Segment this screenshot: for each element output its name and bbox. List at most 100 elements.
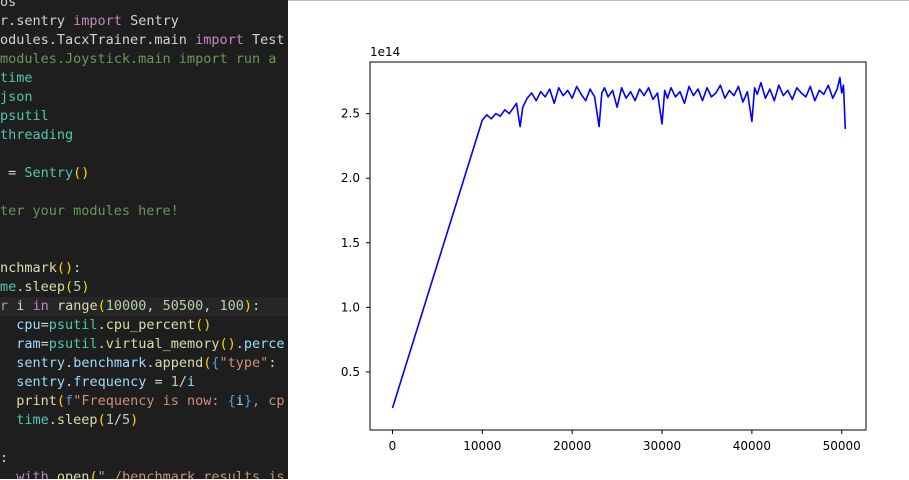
code-token: Test — [243, 32, 285, 48]
code-line[interactable]: time — [0, 69, 33, 88]
code-line[interactable]: with open("./benchmark_results.js — [0, 468, 285, 479]
code-token: open — [56, 469, 90, 479]
code-line[interactable]: nchmark(): — [0, 259, 81, 278]
code-token — [0, 469, 16, 479]
code-token: time — [0, 70, 33, 86]
code-line[interactable]: me.sleep(5) — [0, 278, 89, 297]
code-token: ) — [81, 279, 90, 295]
code-line[interactable]: print(f"Frequency is now: {i}, cp — [0, 392, 284, 411]
code-token: "type" — [219, 355, 269, 371]
code-token: 5 — [121, 412, 131, 428]
code-token: { — [211, 355, 220, 371]
code-line[interactable]: r.sentry import Sentry — [0, 12, 179, 31]
code-token: sentry — [16, 374, 66, 390]
code-token: i — [235, 393, 244, 409]
code-line[interactable]: cpu=psutil.cpu_percent() — [0, 316, 211, 335]
plot-axes-frame — [369, 61, 867, 431]
code-line[interactable]: ram=psutil.virtual_memory().perce — [0, 335, 285, 354]
x-tick-label: 40000 — [733, 439, 771, 453]
code-token: } — [243, 393, 253, 409]
code-token: sleep — [56, 412, 98, 428]
code-token: psutil — [48, 317, 98, 333]
code-token: . — [65, 355, 74, 371]
code-editor[interactable]: os r.sentry import Sentry odules.TacxTrain… — [0, 0, 288, 479]
code-token: : — [0, 450, 9, 466]
code-token: with — [16, 469, 49, 479]
code-token: . — [146, 355, 155, 371]
code-token: . — [65, 374, 74, 390]
y-tick-label: 2.0 — [341, 171, 360, 185]
code-token: os — [0, 0, 17, 10]
code-token: ( — [97, 412, 106, 428]
code-token: frequency — [73, 374, 147, 390]
code-line[interactable]: ter your modules here! — [0, 202, 179, 221]
x-tick-label: 30000 — [643, 439, 681, 453]
code-token: sentry — [16, 355, 66, 371]
code-token — [49, 469, 57, 479]
code-token: / — [178, 374, 188, 390]
code-token — [0, 412, 16, 428]
code-token: ( — [97, 298, 106, 314]
code-line[interactable]: modules.Joystick.main import run a — [0, 50, 276, 69]
code-token: . — [48, 412, 57, 428]
code-token: : — [73, 260, 82, 276]
code-token: ( — [89, 469, 98, 479]
code-token: benchmark — [73, 355, 147, 371]
code-token: 10000 — [105, 298, 147, 314]
code-token: cpu_percent — [105, 317, 196, 333]
code-token: = — [0, 165, 25, 181]
code-line[interactable]: r i in range(10000, 50500, 100): — [0, 297, 288, 316]
code-token: r.sentry — [0, 13, 74, 29]
code-token: "./benchmark_results.js — [97, 469, 285, 479]
x-tick-label: 20000 — [553, 439, 591, 453]
code-line[interactable]: os — [0, 0, 16, 12]
code-token — [0, 355, 16, 371]
code-token: perce — [243, 336, 285, 352]
code-token: ) — [243, 298, 253, 314]
code-line[interactable]: sentry.frequency = 1/i — [0, 373, 195, 392]
code-line[interactable]: psutil — [0, 107, 49, 126]
y-tick-label: 0.5 — [341, 365, 360, 379]
code-token — [49, 298, 57, 314]
code-token: () — [56, 260, 74, 276]
code-token: range — [56, 298, 98, 314]
code-token — [0, 374, 16, 390]
code-line[interactable]: threading — [0, 126, 73, 145]
code-token — [0, 317, 16, 333]
code-token: import — [73, 13, 122, 29]
code-line[interactable]: odules.TacxTrainer.main import Test — [0, 31, 285, 50]
code-token: me — [0, 279, 17, 295]
code-token: . — [235, 336, 244, 352]
code-token — [0, 336, 16, 352]
code-token: ) — [130, 412, 139, 428]
code-token: = — [40, 336, 49, 352]
code-token: import — [195, 32, 244, 48]
code-token: 1 — [170, 374, 179, 390]
code-line[interactable]: json — [0, 88, 33, 107]
code-token: , — [146, 298, 163, 314]
code-token: ( — [65, 279, 74, 295]
code-line[interactable]: time.sleep(1/5) — [0, 411, 138, 430]
x-tick-label: 10000 — [463, 439, 501, 453]
code-line[interactable]: = Sentry() — [0, 164, 89, 183]
code-token: ram — [16, 336, 41, 352]
code-token: time — [16, 412, 49, 428]
code-token: , — [203, 298, 220, 314]
code-token: : — [268, 355, 277, 371]
code-line[interactable]: : — [0, 449, 8, 468]
y-tick-label: 1.0 — [341, 300, 360, 314]
code-line[interactable]: sentry.benchmark.append({"type": — [0, 354, 276, 373]
code-token — [0, 393, 16, 409]
code-token: 100 — [219, 298, 244, 314]
code-token: () — [195, 317, 212, 333]
code-token: nchmark — [0, 260, 57, 276]
code-token: print — [16, 393, 57, 409]
code-token: psutil — [48, 336, 98, 352]
code-token: 5 — [73, 279, 82, 295]
code-token: odules.TacxTrainer.main — [0, 32, 196, 48]
y-tick-label: 1.5 — [341, 236, 360, 250]
code-token: Sentry — [24, 165, 74, 181]
code-token: . — [97, 317, 106, 333]
code-token: = — [146, 374, 171, 390]
code-token: ter your modules here! — [0, 203, 179, 219]
